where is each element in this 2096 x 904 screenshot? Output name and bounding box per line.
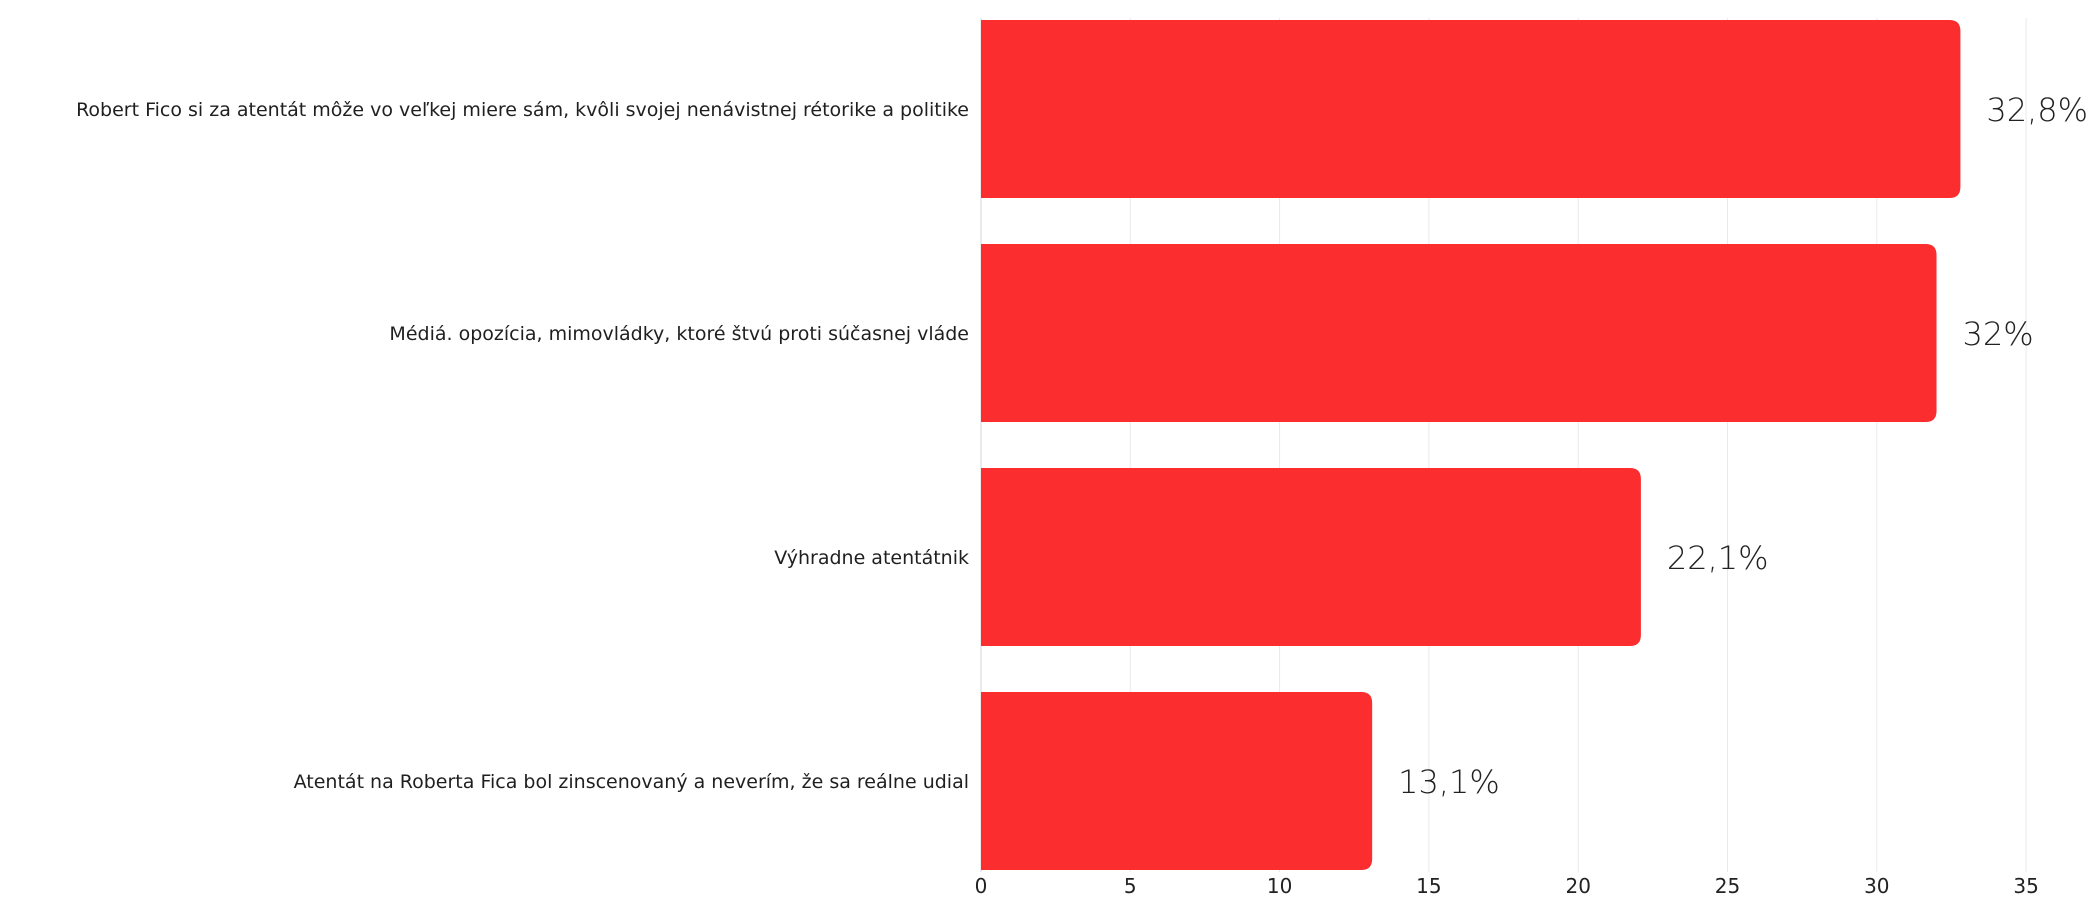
category-label: Výhradne atentátnik — [774, 547, 969, 569]
x-tick-label: 20 — [1565, 874, 1590, 898]
category-label: Atentát na Roberta Fica bol zinscenovaný… — [294, 771, 969, 793]
x-tick-label: 5 — [1124, 874, 1137, 898]
value-label: 32% — [1963, 315, 2034, 353]
value-label: 32,8% — [1986, 91, 2088, 129]
category-labels: Robert Fico si za atentát môže vo veľkej… — [76, 99, 969, 793]
x-tick-label: 35 — [2013, 874, 2038, 898]
bars — [981, 20, 1961, 870]
x-tick-label: 25 — [1715, 874, 1740, 898]
bar-1 — [981, 20, 1961, 198]
x-tick-label: 10 — [1267, 874, 1292, 898]
x-tick-label: 30 — [1864, 874, 1889, 898]
category-label: Robert Fico si za atentát môže vo veľkej… — [76, 99, 969, 121]
x-axis-ticks: 0 5 10 15 20 25 30 35 — [975, 874, 2039, 898]
x-tick-label: 15 — [1416, 874, 1441, 898]
bar-2 — [981, 244, 1937, 422]
value-labels: 32,8% 32% 22,1% 13,1% — [1398, 91, 2088, 801]
value-label: 13,1% — [1398, 763, 1500, 801]
bar-4 — [981, 692, 1373, 870]
category-label: Médiá. opozícia, mimovládky, ktoré štvú … — [389, 323, 969, 345]
bar-3 — [981, 468, 1641, 646]
x-tick-label: 0 — [975, 874, 988, 898]
value-label: 22,1% — [1667, 539, 1769, 577]
